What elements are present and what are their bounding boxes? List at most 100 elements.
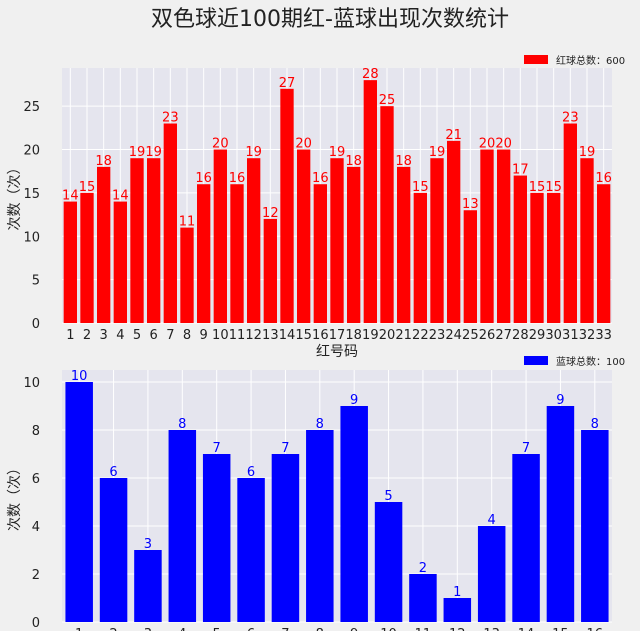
red-bar-26 xyxy=(480,149,494,323)
blue-bar-15 xyxy=(546,406,575,622)
red-xtick-label: 20 xyxy=(379,328,396,343)
red-value-label: 14 xyxy=(62,189,79,204)
red-value-label: 28 xyxy=(362,67,379,82)
red-bar-6 xyxy=(147,158,161,323)
blue-legend-swatch xyxy=(524,356,548,365)
red-bar-13 xyxy=(263,218,277,323)
red-value-label: 18 xyxy=(395,154,412,169)
red-legend-swatch xyxy=(524,55,548,64)
blue-bar-2 xyxy=(99,478,128,622)
red-value-label: 12 xyxy=(262,206,279,221)
blue-value-label: 9 xyxy=(350,393,358,408)
red-xtick-label: 22 xyxy=(412,328,429,343)
red-ylabel: 次数（次） xyxy=(7,161,23,231)
blue-xtick-label: 13 xyxy=(483,627,500,631)
blue-legend-label: 蓝球总数：100 xyxy=(556,355,625,368)
blue-value-label: 7 xyxy=(213,441,221,456)
blue-value-label: 8 xyxy=(178,417,186,432)
red-xtick-label: 3 xyxy=(100,328,108,343)
red-bar-11 xyxy=(230,184,244,323)
blue-bar-12 xyxy=(443,598,472,622)
blue-value-label: 1 xyxy=(453,585,461,600)
red-ytick-label: 20 xyxy=(23,144,40,159)
blue-bar-11 xyxy=(409,574,437,622)
blue-bar-16 xyxy=(581,430,609,622)
red-xtick-label: 33 xyxy=(595,328,612,343)
red-xtick-label: 11 xyxy=(229,328,246,343)
red-value-label: 16 xyxy=(595,171,612,186)
red-xtick-label: 16 xyxy=(312,328,329,343)
blue-bar-14 xyxy=(512,454,540,622)
blue-xtick-label: 4 xyxy=(178,627,186,631)
blue-xtick-label: 3 xyxy=(144,627,152,631)
red-bar-29 xyxy=(530,192,544,323)
blue-value-label: 3 xyxy=(144,537,152,552)
red-legend-label: 红球总数：600 xyxy=(556,54,625,67)
red-xtick-label: 32 xyxy=(579,328,596,343)
red-value-label: 14 xyxy=(112,189,129,204)
red-bar-22 xyxy=(413,192,427,323)
red-xtick-label: 1 xyxy=(66,328,74,343)
red-bar-17 xyxy=(330,158,344,323)
blue-ylabel: 次数（次） xyxy=(7,461,23,531)
red-bar-20 xyxy=(380,106,394,323)
red-value-label: 11 xyxy=(179,215,196,230)
red-value-label: 18 xyxy=(345,154,362,169)
red-value-label: 25 xyxy=(379,93,396,108)
blue-value-label: 5 xyxy=(384,489,392,504)
blue-xtick-label: 14 xyxy=(518,627,535,631)
red-bar-2 xyxy=(80,192,94,323)
blue-bar-1 xyxy=(65,382,93,622)
red-bar-28 xyxy=(513,175,527,323)
red-bar-15 xyxy=(297,149,311,323)
red-bar-1 xyxy=(63,201,77,323)
red-ytick-label: 25 xyxy=(23,100,40,115)
blue-bar-10 xyxy=(374,502,403,622)
red-bar-19 xyxy=(363,80,377,324)
red-value-label: 18 xyxy=(95,154,112,169)
red-value-label: 13 xyxy=(462,197,479,212)
red-bar-18 xyxy=(347,166,361,323)
blue-bar-9 xyxy=(340,406,368,622)
blue-ball-chart: 1063876789521479802468101234567891011121… xyxy=(7,355,625,631)
red-xtick-label: 31 xyxy=(562,328,579,343)
red-xtick-label: 30 xyxy=(545,328,562,343)
red-xtick-label: 2 xyxy=(83,328,91,343)
red-value-label: 15 xyxy=(412,180,429,195)
blue-bar-5 xyxy=(202,454,231,622)
red-value-label: 21 xyxy=(445,128,462,143)
red-bar-24 xyxy=(447,140,461,323)
red-xtick-label: 23 xyxy=(429,328,446,343)
red-bar-16 xyxy=(313,184,327,323)
blue-xtick-label: 8 xyxy=(316,627,324,631)
blue-xtick-label: 7 xyxy=(281,627,289,631)
red-xtick-label: 7 xyxy=(166,328,174,343)
red-bar-30 xyxy=(547,192,561,323)
red-ytick-label: 10 xyxy=(23,230,40,245)
red-value-label: 19 xyxy=(329,145,346,160)
blue-value-label: 2 xyxy=(419,561,427,576)
red-value-label: 20 xyxy=(479,137,496,152)
blue-bar-6 xyxy=(237,478,265,622)
blue-ytick-label: 2 xyxy=(32,568,40,583)
red-bar-33 xyxy=(597,184,611,323)
red-value-label: 17 xyxy=(512,163,529,178)
red-value-label: 19 xyxy=(145,145,162,160)
blue-xtick-label: 9 xyxy=(350,627,358,631)
red-xtick-label: 27 xyxy=(495,328,512,343)
red-xtick-label: 18 xyxy=(345,328,362,343)
blue-xtick-label: 16 xyxy=(587,627,604,631)
red-bar-27 xyxy=(497,149,511,323)
blue-ytick-label: 0 xyxy=(32,616,40,631)
red-xtick-label: 6 xyxy=(150,328,158,343)
blue-value-label: 7 xyxy=(281,441,289,456)
red-value-label: 20 xyxy=(295,137,312,152)
red-xtick-label: 15 xyxy=(295,328,312,343)
red-bar-31 xyxy=(563,123,577,324)
red-bar-9 xyxy=(197,184,211,323)
red-bar-4 xyxy=(113,201,127,323)
red-value-label: 27 xyxy=(279,76,296,91)
red-bar-25 xyxy=(463,210,477,323)
